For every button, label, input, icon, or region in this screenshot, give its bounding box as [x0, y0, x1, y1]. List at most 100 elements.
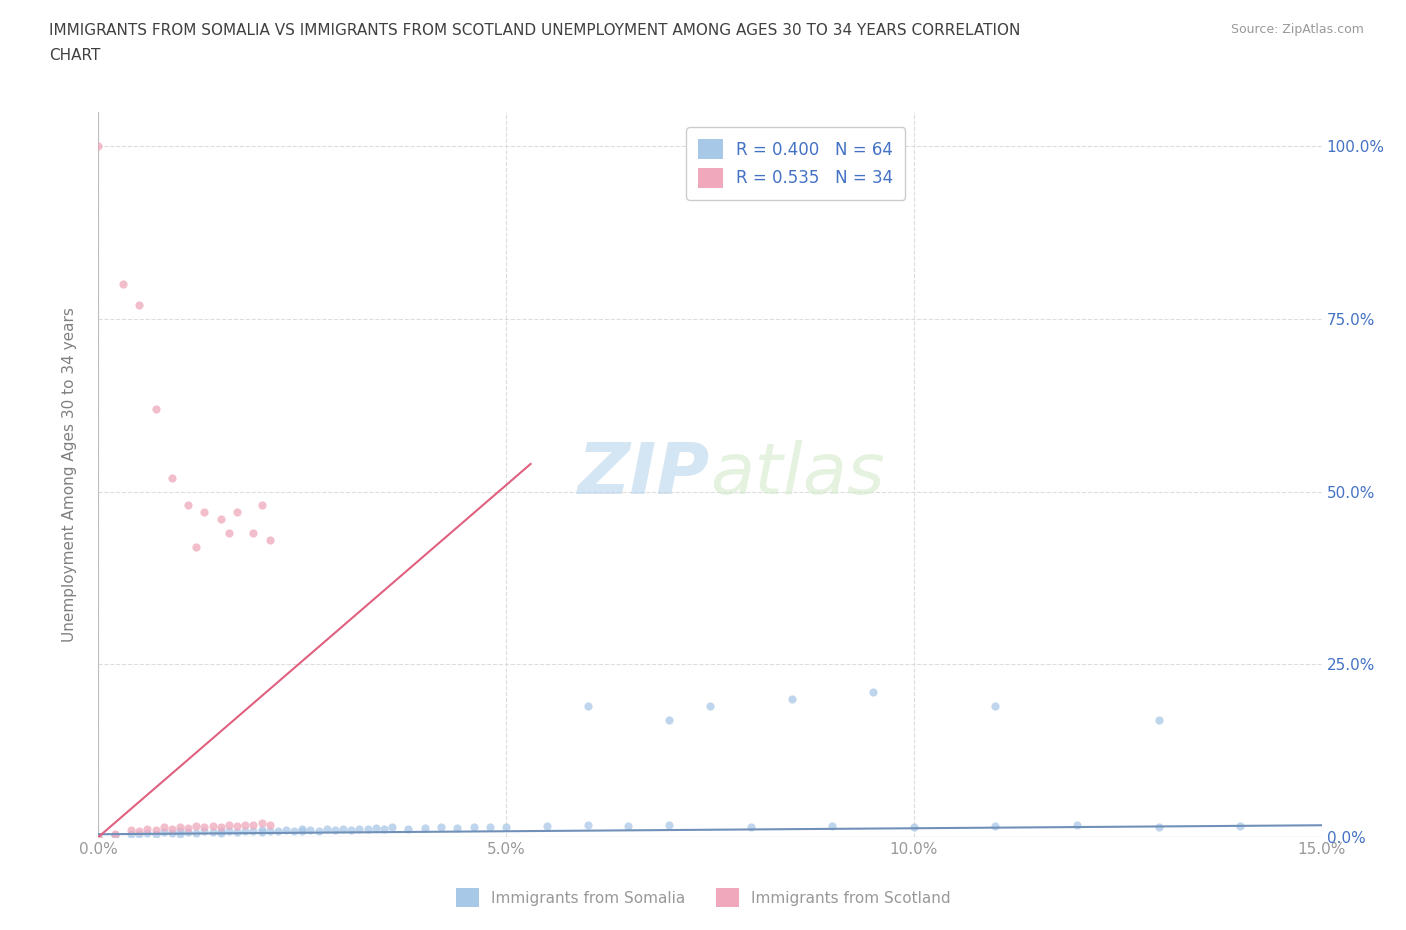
Point: [169, 824, 191, 839]
Point: [128, 298, 150, 312]
Point: [87, 830, 110, 844]
Point: [250, 825, 273, 840]
Point: [463, 819, 485, 834]
Point: [536, 818, 558, 833]
Point: [259, 533, 281, 548]
Point: [242, 817, 264, 832]
Point: [193, 824, 215, 839]
Point: [104, 828, 127, 843]
Point: [478, 820, 501, 835]
Point: [186, 539, 208, 554]
Point: [226, 818, 249, 833]
Point: [193, 505, 215, 520]
Point: [193, 820, 215, 835]
Point: [160, 826, 183, 841]
Point: [658, 712, 681, 727]
Point: [1066, 817, 1088, 832]
Point: [340, 823, 363, 838]
Point: [136, 821, 159, 836]
Point: [177, 820, 200, 835]
Point: [111, 277, 134, 292]
Point: [201, 825, 224, 840]
Point: [250, 816, 273, 830]
Point: [209, 823, 232, 838]
Point: [160, 471, 183, 485]
Point: [308, 823, 330, 838]
Point: [323, 823, 346, 838]
Point: [104, 826, 127, 841]
Point: [218, 817, 240, 832]
Text: atlas: atlas: [710, 440, 884, 509]
Point: [821, 818, 844, 833]
Point: [120, 823, 142, 838]
Point: [160, 821, 183, 836]
Point: [128, 824, 150, 839]
Point: [218, 824, 240, 839]
Point: [233, 823, 256, 838]
Point: [145, 826, 167, 841]
Point: [396, 821, 419, 836]
Point: [186, 826, 208, 841]
Point: [495, 819, 517, 834]
Point: [364, 820, 387, 835]
Point: [332, 821, 354, 836]
Text: Source: ZipAtlas.com: Source: ZipAtlas.com: [1230, 23, 1364, 36]
Point: [658, 817, 681, 832]
Point: [226, 825, 249, 840]
Point: [209, 826, 232, 841]
Point: [430, 820, 453, 835]
Point: [446, 820, 468, 835]
Point: [617, 818, 640, 833]
Point: [177, 825, 200, 840]
Point: [233, 817, 256, 832]
Point: [259, 817, 281, 832]
Point: [283, 823, 305, 838]
Point: [1147, 712, 1170, 727]
Point: [699, 698, 721, 713]
Point: [169, 826, 191, 841]
Point: [136, 826, 159, 841]
Point: [177, 498, 200, 512]
Point: [242, 824, 264, 839]
Point: [226, 505, 249, 520]
Point: [120, 826, 142, 841]
Point: [242, 525, 264, 540]
Point: [87, 830, 110, 844]
Point: [984, 698, 1007, 713]
Point: [903, 819, 925, 834]
Point: [349, 821, 371, 836]
Point: [209, 512, 232, 526]
Point: [381, 820, 404, 835]
Text: CHART: CHART: [49, 48, 101, 63]
Point: [291, 824, 314, 839]
Point: [209, 819, 232, 834]
Point: [740, 819, 762, 834]
Point: [274, 823, 297, 838]
Point: [862, 684, 884, 699]
Point: [413, 820, 436, 835]
Y-axis label: Unemployment Among Ages 30 to 34 years: Unemployment Among Ages 30 to 34 years: [62, 307, 77, 642]
Point: [250, 823, 273, 838]
Point: [1147, 819, 1170, 834]
Point: [201, 818, 224, 833]
Point: [299, 823, 322, 838]
Point: [984, 818, 1007, 833]
Point: [169, 819, 191, 834]
Text: IMMIGRANTS FROM SOMALIA VS IMMIGRANTS FROM SCOTLAND UNEMPLOYMENT AMONG AGES 30 T: IMMIGRANTS FROM SOMALIA VS IMMIGRANTS FR…: [49, 23, 1021, 38]
Point: [128, 827, 150, 842]
Point: [186, 818, 208, 833]
Text: ZIP: ZIP: [578, 440, 710, 509]
Point: [145, 401, 167, 416]
Point: [152, 819, 174, 834]
Point: [145, 823, 167, 838]
Point: [315, 822, 337, 837]
Point: [291, 822, 314, 837]
Point: [576, 817, 599, 832]
Point: [576, 698, 599, 713]
Point: [356, 822, 378, 837]
Legend: R = 0.400   N = 64, R = 0.535   N = 34: R = 0.400 N = 64, R = 0.535 N = 34: [686, 127, 905, 200]
Point: [780, 691, 803, 706]
Point: [250, 498, 273, 512]
Point: [218, 525, 240, 540]
Point: [259, 823, 281, 838]
